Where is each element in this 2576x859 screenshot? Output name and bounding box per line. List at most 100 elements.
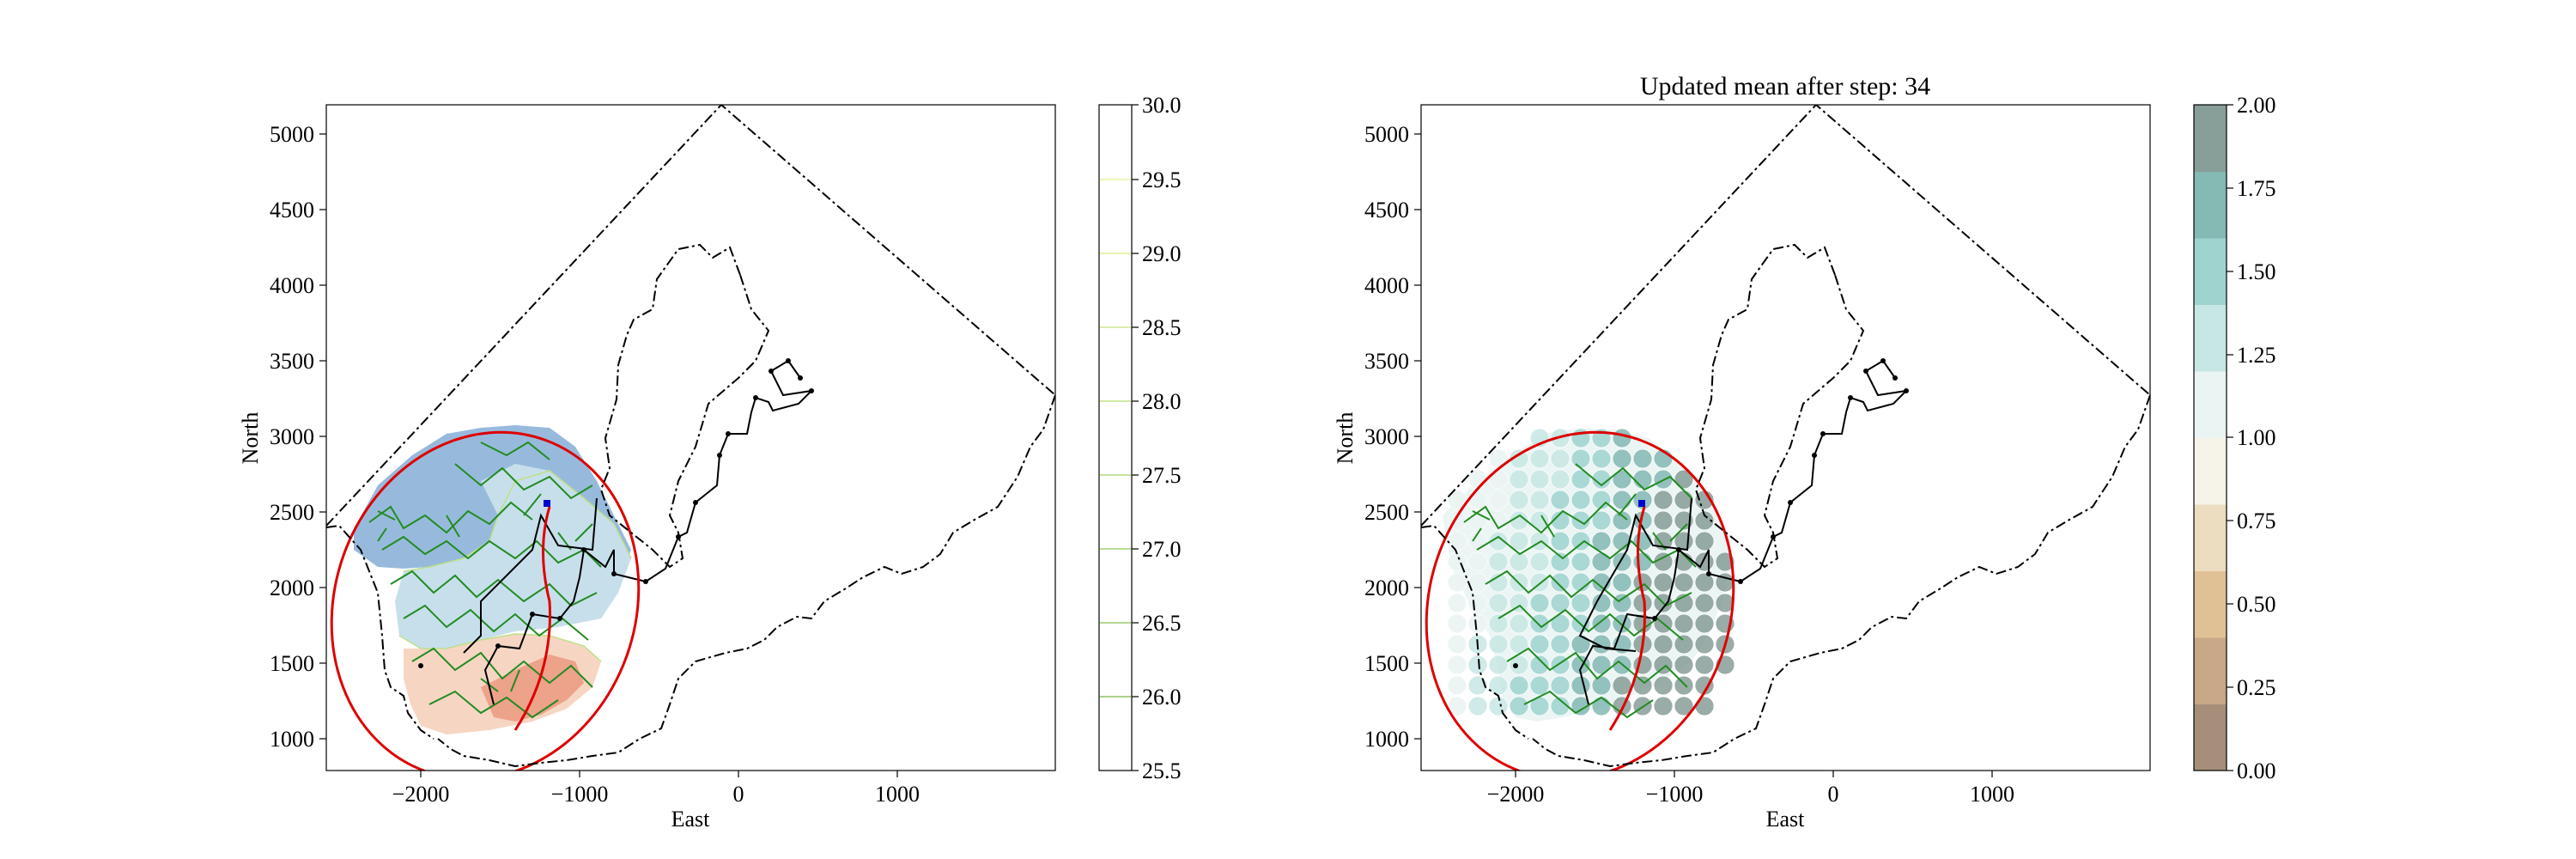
scatter-point <box>1488 655 1509 675</box>
right-colorbar-ticks <box>2227 104 2233 771</box>
right-cbar-label: 1.75 <box>2237 176 2276 201</box>
scatter-point <box>1550 696 1571 716</box>
scatter-point <box>1715 593 1735 613</box>
scatter-point <box>1632 613 1653 634</box>
left-path-nodes <box>418 358 814 668</box>
right-ytick-label: 4000 <box>1364 273 1409 298</box>
left-ytick-label: 3000 <box>270 424 314 449</box>
right-x-tick-labels: −2000 −1000 0 1000 <box>1487 782 2014 807</box>
scatter-point <box>1550 675 1571 696</box>
scatter-point <box>1488 634 1509 655</box>
colorbar-band <box>2194 637 2227 704</box>
scatter-point <box>1550 510 1571 531</box>
right-ytick-label: 1000 <box>1364 727 1409 752</box>
scatter-point <box>1591 469 1612 490</box>
scatter-point <box>1529 510 1550 531</box>
right-cbar-label: 1.25 <box>2237 343 2276 368</box>
right-y-ticks <box>1414 133 1421 740</box>
scatter-point <box>1653 490 1674 510</box>
right-path-nodes <box>1513 358 1909 668</box>
scatter-point <box>1467 469 1488 490</box>
scatter-point <box>1571 593 1591 613</box>
right-panel: Updated mean after step: 34 <box>1333 72 2276 832</box>
scatter-point <box>1612 510 1632 531</box>
scatter-point <box>1467 655 1488 675</box>
scatter-point <box>1694 531 1715 551</box>
right-colorbar-labels: 0.00 0.25 0.50 0.75 1.00 1.25 1.50 1.75 … <box>2237 93 2276 783</box>
scatter-point <box>1509 613 1529 634</box>
left-ytick-label: 3500 <box>270 349 314 374</box>
left-contour-field <box>354 425 632 734</box>
colorbar-band <box>2194 238 2227 305</box>
scatter-point <box>1591 448 1612 469</box>
right-cbar-label: 0.75 <box>2237 509 2276 533</box>
left-lawnmower-lines <box>368 441 602 719</box>
colorbar-band <box>2194 171 2227 239</box>
left-y-ticks <box>319 133 326 740</box>
left-outer-boundary <box>326 105 1055 768</box>
colorbar-band <box>2194 570 2227 638</box>
scatter-point <box>1488 490 1509 510</box>
left-ytick-label: 2000 <box>270 576 314 600</box>
field-region-low <box>481 655 584 722</box>
scatter-point <box>1467 490 1488 510</box>
scatter-point <box>1694 696 1715 716</box>
scatter-point <box>1467 613 1488 634</box>
left-ytick-label: 5000 <box>270 122 314 147</box>
scatter-point <box>1653 696 1674 716</box>
scatter-point <box>1632 551 1653 572</box>
scatter-point <box>1467 696 1488 716</box>
right-ytick-label: 3500 <box>1364 349 1409 374</box>
right-ytick-label: 4500 <box>1364 198 1409 222</box>
right-outer-boundary <box>1421 105 2150 768</box>
right-ylabel: North <box>1333 412 1358 465</box>
left-x-tick-labels: −2000 −1000 0 1000 <box>392 782 920 807</box>
right-xtick-label: 1000 <box>1970 782 2014 807</box>
left-xtick-label: 1000 <box>875 782 920 807</box>
scatter-point <box>1550 634 1571 655</box>
left-y-tick-labels: 1000 1500 2000 2500 3000 3500 4000 4500 … <box>270 122 314 752</box>
left-cbar-label: 26.0 <box>1142 685 1182 710</box>
left-cbar-label: 25.5 <box>1142 758 1182 783</box>
scatter-point <box>1509 655 1529 675</box>
left-colorbar-ticks <box>1132 104 1139 771</box>
scatter-point <box>1653 572 1674 593</box>
scatter-point <box>1488 531 1509 551</box>
scatter-point <box>1509 593 1529 613</box>
scatter-point <box>1591 593 1612 613</box>
scatter-point <box>1674 572 1694 593</box>
scatter-point <box>1488 593 1509 613</box>
scatter-point <box>1571 696 1591 716</box>
scatter-point <box>1550 490 1571 510</box>
scatter-point <box>1529 469 1550 490</box>
scatter-point <box>1612 490 1632 510</box>
scatter-point <box>1447 655 1467 675</box>
scatter-point <box>1653 675 1674 696</box>
right-agent-marker <box>1638 500 1645 507</box>
scatter-point <box>1694 613 1715 634</box>
left-ytick-label: 1500 <box>270 651 314 676</box>
scatter-point <box>1632 448 1653 469</box>
left-panel: −2000 −1000 0 1000 East 1000 1500 2000 2… <box>238 93 1182 832</box>
contour-line-2 <box>398 633 602 662</box>
scatter-point <box>1571 675 1591 696</box>
scatter-point <box>1612 572 1632 593</box>
left-xtick-label: −1000 <box>551 782 609 807</box>
left-agent-marker <box>544 500 550 507</box>
scatter-point <box>1591 510 1612 531</box>
right-lawnmower-lines <box>1463 463 1697 719</box>
scatter-point <box>1674 634 1694 655</box>
scatter-point <box>1694 551 1715 572</box>
scatter-point <box>1591 655 1612 675</box>
scatter-point <box>1529 448 1550 469</box>
scatter-point <box>1612 428 1632 448</box>
scatter-point <box>1488 696 1509 716</box>
scatter-point <box>1591 696 1612 716</box>
scatter-point <box>1509 490 1529 510</box>
scatter-point <box>1488 551 1509 572</box>
scatter-point <box>1488 469 1509 490</box>
scatter-point <box>1447 531 1467 551</box>
right-inner-boundary <box>1421 243 1865 740</box>
scatter-point <box>1694 675 1715 696</box>
scatter-point <box>1591 490 1612 510</box>
